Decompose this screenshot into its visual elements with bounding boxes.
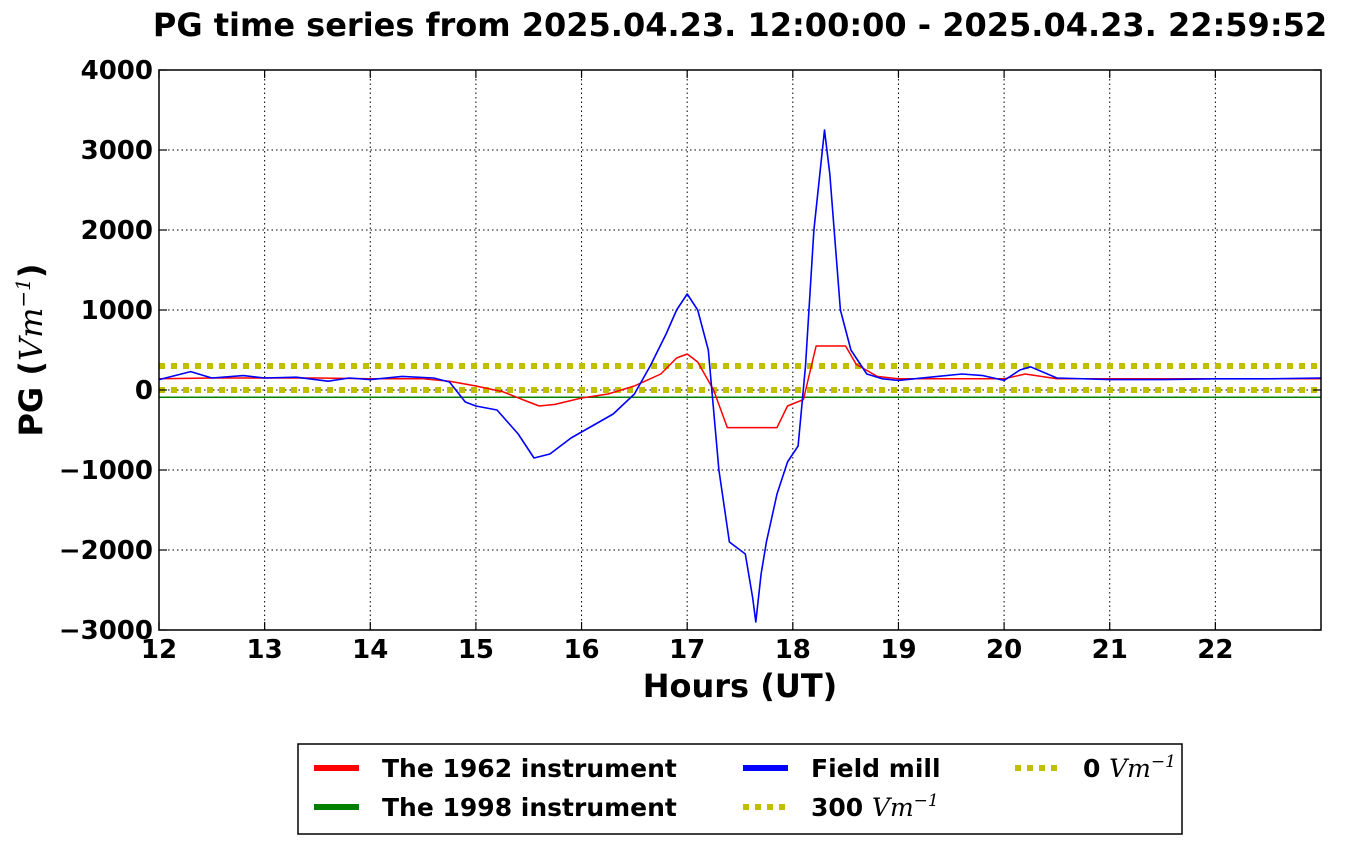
chart-title: PG time series from 2025.04.23. 12:00:00…	[153, 6, 1327, 44]
legend-label-3: 300 Vm−1	[811, 791, 939, 822]
series-line-2	[158, 129, 1322, 623]
legend-label-4: 0 Vm−1	[1083, 752, 1176, 783]
x-tick-label: 21	[1092, 635, 1128, 665]
y-tick-label: 2000	[81, 216, 153, 246]
x-axis-label: Hours (UT)	[643, 667, 838, 705]
plot-frame	[158, 69, 1322, 631]
x-tick-label: 17	[669, 635, 705, 665]
y-tick-label: −2000	[59, 536, 153, 566]
y-tick-label: 1000	[81, 296, 153, 326]
y-tick-label: 3000	[81, 136, 153, 166]
series-layer	[158, 129, 1322, 623]
legend-box	[297, 743, 1183, 835]
axis-ticks: 12 13 14 15 16 17 18 19 20 21 22 −3000 −2000 −1000 0 10…	[59, 56, 1321, 665]
x-tick-label: 13	[247, 635, 283, 665]
x-tick-label: 18	[775, 635, 811, 665]
y-tick-label: 4000	[81, 56, 153, 86]
grid-lines	[159, 70, 1321, 630]
x-tick-label: 15	[458, 635, 494, 665]
y-tick-label: −1000	[59, 456, 153, 486]
x-tick-label: 16	[563, 635, 599, 665]
x-tick-label: 22	[1197, 635, 1233, 665]
y-tick-label: −3000	[59, 616, 153, 646]
legend-label-2: Field mill	[811, 754, 941, 783]
x-tick-label: 14	[352, 635, 388, 665]
legend: The 1962 instrument The 1998 instrument Fi…	[297, 743, 1183, 835]
legend-label-0: The 1962 instrument	[382, 754, 677, 783]
x-tick-label: 12	[141, 635, 177, 665]
y-axis-label: PG (Vm−1)	[11, 263, 50, 436]
x-tick-label: 20	[986, 635, 1022, 665]
legend-label-1: The 1998 instrument	[382, 793, 677, 822]
x-tick-label: 19	[880, 635, 916, 665]
y-tick-label: 0	[135, 376, 153, 406]
series-line-0	[158, 345, 1321, 429]
